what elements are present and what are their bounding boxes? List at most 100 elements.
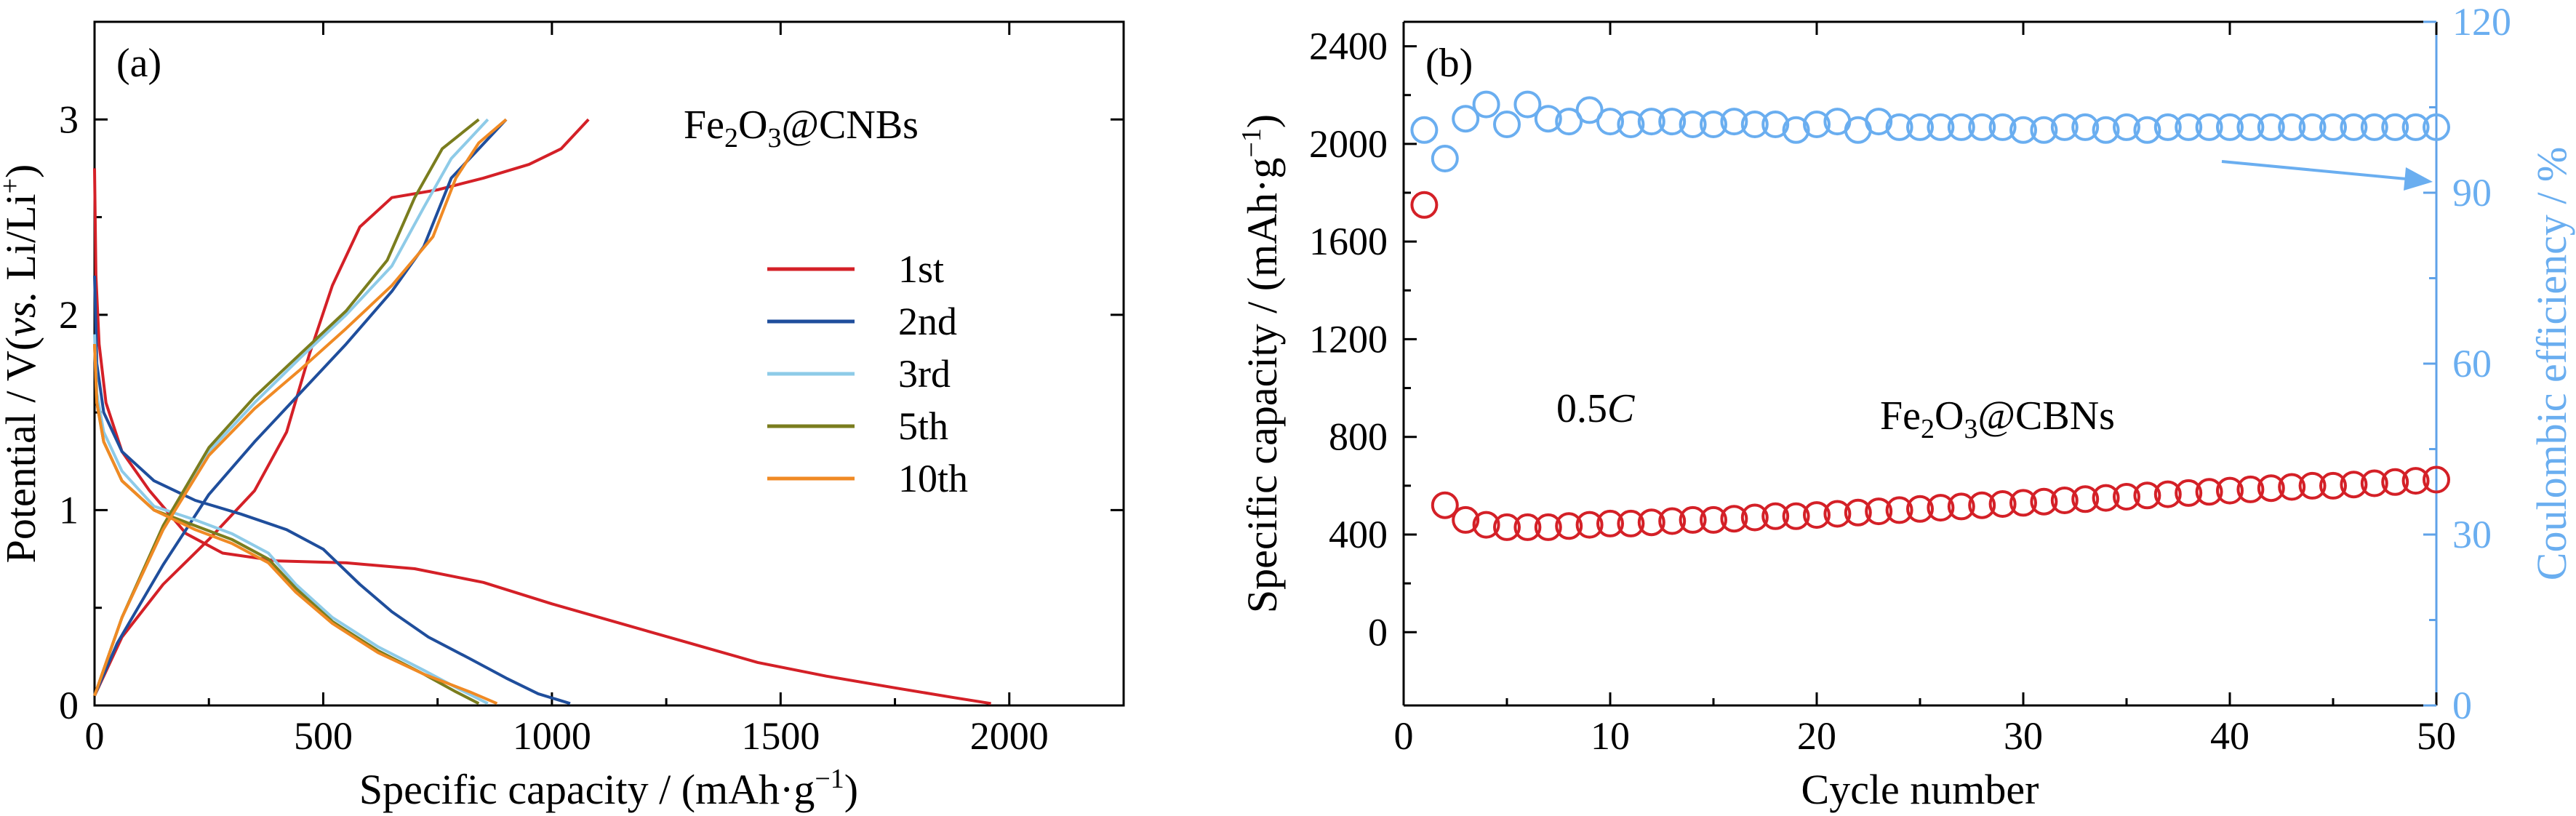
panel-b-rate-annotation: 0.5C — [1556, 386, 1635, 431]
panel-b-x-axis-label: Cycle number — [1801, 766, 2039, 813]
capacity-point — [2236, 475, 2265, 503]
panel-a-ticks — [93, 22, 1124, 707]
efficiency-point — [1493, 111, 1521, 138]
panel-a-curve-1st-discharge — [93, 168, 991, 705]
capacity-point — [1927, 494, 1955, 522]
efficiency-point — [1617, 111, 1645, 138]
efficiency-point — [1927, 113, 1955, 141]
capacity-point — [1555, 512, 1583, 540]
panel-b-arrow-line — [2221, 160, 2423, 182]
capacity-point — [1823, 500, 1852, 528]
efficiency-point — [2257, 113, 2285, 141]
capacity-point — [1782, 502, 1810, 530]
capacity-point — [1410, 191, 1439, 219]
capacity-point — [2133, 481, 2161, 510]
panel-a-legend-label: 10th — [898, 457, 968, 500]
panel-b-right-axis-title: Coulombic efficiency / % — [2528, 147, 2575, 580]
efficiency-point — [1885, 113, 1913, 141]
panel-b-y-tick-label-right: 90 — [2452, 171, 2492, 215]
efficiency-point — [1782, 116, 1810, 144]
efficiency-point — [2236, 113, 2265, 141]
panel-b-arrow-head — [2404, 167, 2433, 191]
panel-a-x-tick-label: 1000 — [513, 714, 591, 758]
panel-b-annotation: Fe2O3@CBNs — [1880, 393, 2115, 444]
panel-b-y-tick-label-right: 60 — [2452, 342, 2492, 385]
panel-a-x-tick-label: 0 — [85, 714, 105, 758]
panel-b-tick-labels: 0 10 20 30 40 5004008001200160020002400030609… — [1309, 0, 2511, 758]
panel-a-y-tick-label: 0 — [59, 684, 79, 727]
panel-b-y-tick-label-right: 0 — [2452, 684, 2472, 727]
panel-a-y-tick-label: 2 — [59, 293, 79, 337]
panel-a-curve-3rd-charge — [93, 118, 489, 697]
capacity-point — [2360, 469, 2388, 497]
efficiency-point — [2298, 113, 2327, 141]
efficiency-point — [2423, 113, 2450, 141]
capacity-point — [1968, 491, 1996, 519]
efficiency-point — [1410, 116, 1439, 144]
capacity-point — [1431, 491, 1459, 519]
efficiency-point — [1452, 105, 1480, 133]
panel-a-curve-5th-discharge — [93, 344, 480, 705]
panel-a-legend: 1st 2nd 3rd 5th 10th — [767, 247, 968, 500]
capacity-point — [1596, 509, 1624, 537]
panel-a-x-tick-label: 1500 — [741, 714, 820, 758]
capacity-point — [1885, 496, 1913, 524]
capacity-point — [2092, 484, 2120, 512]
capacity-point — [1844, 498, 1872, 527]
capacity-point — [2257, 474, 2285, 503]
panel-a-legend-label: 1st — [898, 247, 944, 291]
efficiency-point — [1803, 111, 1831, 138]
capacity-point — [1700, 505, 1727, 534]
panel-a-label: (a) — [116, 41, 161, 86]
efficiency-point — [2401, 113, 2430, 141]
efficiency-point — [2381, 113, 2409, 141]
efficiency-point — [1575, 96, 1604, 124]
capacity-point — [2050, 487, 2079, 514]
capacity-point — [2030, 487, 2058, 516]
capacity-point — [1575, 511, 1604, 539]
efficiency-point — [1720, 108, 1748, 136]
panel-a-y-tick-label: 3 — [59, 97, 79, 141]
efficiency-point — [1534, 105, 1562, 133]
panel-a-curve-2nd-discharge — [93, 276, 571, 705]
panel-a-curve-10th-charge — [93, 118, 508, 697]
efficiency-point — [1555, 108, 1583, 136]
capacity-point — [1472, 511, 1500, 539]
panel-b-points — [1410, 90, 2450, 541]
panel-a-tick-labels: 0 500 1000 1500 2000 0 1 2 3 — [59, 97, 1049, 758]
panel-a-curve-2nd-charge — [93, 118, 508, 697]
panel-b-y-tick-label-left: 400 — [1329, 513, 1388, 556]
capacity-point — [1513, 513, 1542, 541]
efficiency-point — [1740, 111, 1769, 138]
capacity-point — [2009, 489, 2037, 517]
capacity-point — [1637, 508, 1665, 537]
efficiency-point — [1513, 90, 1542, 119]
panel-a-curve-10th-discharge — [93, 344, 498, 705]
efficiency-point — [2009, 116, 2037, 144]
capacity-point — [1720, 505, 1748, 533]
panel-a-legend-label: 3rd — [898, 352, 951, 396]
panel-b-x-tick-label: 10 — [1591, 714, 1630, 758]
panel-a-x-tick-label: 500 — [294, 714, 353, 758]
capacity-point — [2319, 471, 2347, 500]
panel-a-curve-1st-charge — [93, 118, 590, 697]
efficiency-point — [2278, 113, 2306, 141]
efficiency-point — [1596, 108, 1624, 136]
panel-b-y-tick-label-left: 2000 — [1309, 122, 1388, 166]
panel-b-y-tick-label-right: 30 — [2452, 513, 2492, 556]
capacity-point — [2381, 468, 2409, 496]
capacity-point — [2113, 483, 2140, 511]
capacity-point — [1947, 492, 1975, 521]
panel-b-x-tick-label: 50 — [2417, 714, 2456, 758]
capacity-point — [1988, 490, 2017, 518]
efficiency-point — [2340, 113, 2368, 141]
panel-a-y-axis-label: Potential / V(vs. Li/Li+) — [0, 164, 44, 564]
panel-b-x-tick-label: 0 — [1394, 714, 1414, 758]
panel-b-ticks — [1402, 20, 2438, 707]
capacity-point — [1865, 497, 1893, 526]
capacity-point — [2298, 471, 2327, 500]
efficiency-point — [1637, 108, 1665, 136]
panel-a-legend-label: 2nd — [898, 300, 957, 343]
efficiency-point — [1988, 113, 2017, 141]
